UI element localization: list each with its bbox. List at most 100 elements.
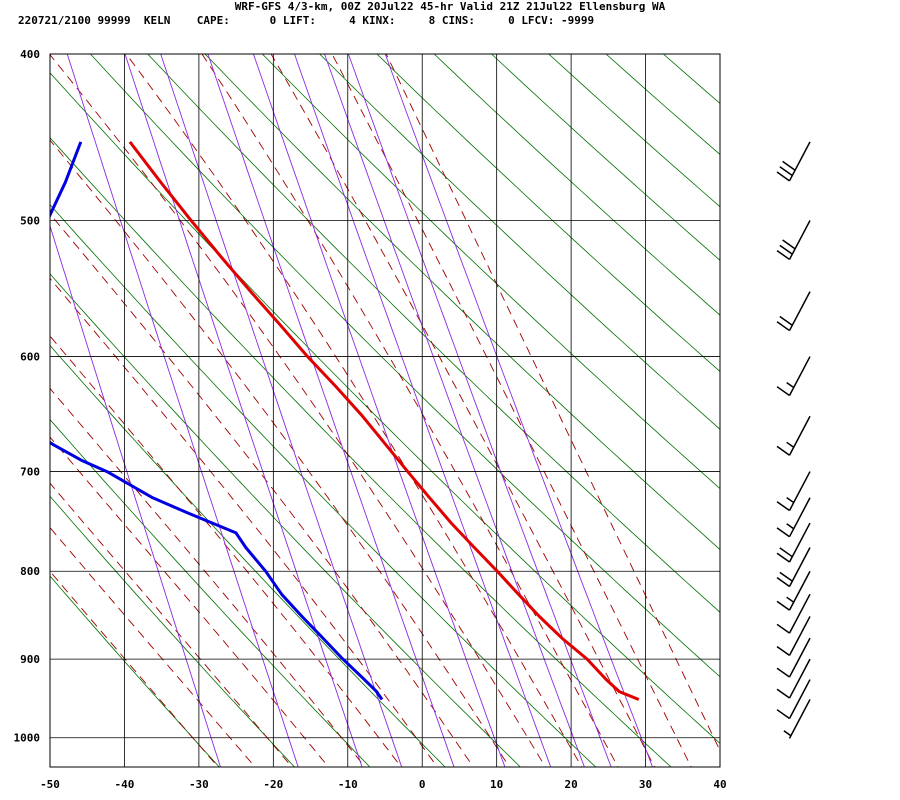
wind-barb-staff [788,570,811,611]
pressure-tick-label: 1000 [14,732,41,745]
wind-barb-flag [779,315,793,326]
temperature-axis: -50 -40 -30 -20 -10 0 10 20 30 40 [40,778,727,791]
wind-barb-staff [788,658,811,699]
mixing-ratio-line [252,54,506,767]
pressure-tick-label: 900 [20,653,40,666]
moist-adiabat-line [50,482,293,767]
wind-barb [776,415,811,456]
pressure-tick-label: 600 [20,351,40,364]
wind-barb [776,679,811,720]
wind-barb-staff [788,291,811,331]
moist-adiabat-line [331,54,692,767]
dry-adiabat-line [756,35,900,774]
wind-barb-flag [786,381,795,389]
wind-barb [776,658,811,699]
mixing-ratio-line [324,54,585,767]
wind-barb-flag [782,160,796,171]
temperature-tick-label: 0 [419,778,426,791]
wind-barb-flag [783,730,792,737]
wind-barb [776,471,811,512]
mixing-ratio-line [66,54,299,767]
wind-barb [776,497,811,538]
wind-barb [783,699,811,739]
dry-adiabat-line [319,54,720,430]
dry-adiabat-line [50,344,446,767]
wind-barb-flag [776,600,790,611]
wind-barb [776,522,811,563]
background-lines [50,35,900,774]
temperature-tick-label: 10 [490,778,503,791]
mixing-ratio-line [160,54,403,767]
wind-barb-staff [788,593,811,634]
grid [50,53,720,767]
wind-barb [776,141,811,182]
profiles [50,140,640,701]
wind-barb-flag [776,445,790,456]
wind-barb-flag [782,239,796,250]
pressure-tick-label: 400 [20,48,40,61]
wind-barb-flag [776,527,790,538]
wind-barb-flag [779,244,793,255]
wind-barb-staff [788,415,811,456]
mixing-ratio-line [207,54,455,767]
wind-barb-flag [776,501,790,512]
pressure-tick-label: 700 [20,466,40,479]
dry-adiabat-line [50,495,296,767]
dry-adiabat-line [50,418,371,767]
moist-adiabat-line [50,139,510,767]
moist-adiabat-line [270,54,656,767]
wind-barb-staff [788,699,811,739]
wind-barb [776,570,811,611]
wind-barb [776,593,811,634]
dry-adiabat-line [50,72,720,744]
wind-barb-flag [776,386,790,397]
temperature-tick-label: 20 [564,778,577,791]
wind-barb-staff [788,679,811,719]
chart-subtitle-indices: 220721/2100 99999 KELN CAPE: 0 LIFT: 4 K… [18,14,595,27]
pressure-tick-label: 500 [20,215,40,228]
temperature-tick-label: -50 [40,778,60,791]
moist-adiabat-line [50,570,219,767]
wind-barb-staff [788,497,811,538]
wind-barb [776,637,811,678]
wind-barb [776,220,811,261]
wind-barb-staff [788,220,811,260]
wind-barb-flag [779,166,793,177]
pressure-axis: 400 500 600 700 800 900 1000 [14,48,41,745]
wind-barb-flag [776,171,790,182]
wind-barb-staff [788,141,811,182]
dry-adiabat-line [869,35,900,774]
dry-adiabat-line [433,54,720,316]
wind-barb-flag [776,552,790,563]
dry-adiabat-line [89,54,720,678]
temperature-tick-label: 30 [639,778,652,791]
moist-adiabat-line [50,335,402,767]
temperature-tick-label: -20 [263,778,283,791]
wind-barb-flag [776,688,790,699]
dry-adiabat-line [376,54,720,372]
moist-adiabat-line [385,54,720,752]
wind-barb-staff [788,547,811,587]
dry-adiabat-line [50,137,672,767]
dry-adiabat-line [662,54,720,104]
pressure-tick-label: 800 [20,565,40,578]
dewpoint-profile [50,141,384,701]
dry-adiabat-line [204,54,720,551]
temperature-tick-label: 40 [713,778,726,791]
wind-barb-flag [779,571,793,582]
wind-barb [776,291,811,332]
wind-barb-flag [786,496,795,504]
temperature-profile [128,140,640,701]
temperature-tick-label: -10 [338,778,358,791]
temperature-tick-label: -30 [189,778,209,791]
mixing-ratio-line [347,54,612,767]
wind-barb-flag [786,523,795,530]
wind-barb-flag [786,596,795,603]
plot-frame [49,53,721,768]
wind-barb-flag [776,250,790,261]
moist-adiabat-line [50,526,256,767]
moist-adiabat-line [50,387,366,767]
moist-adiabat-line [201,54,619,767]
dry-adiabat-line [490,54,720,261]
